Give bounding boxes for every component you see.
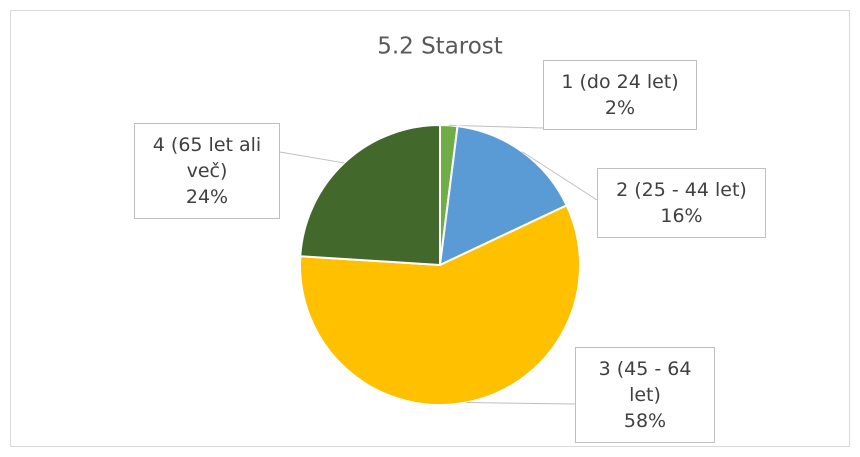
leader-line [522, 151, 598, 201]
pie-slice [299, 204, 581, 406]
pie-slice [438, 124, 569, 267]
value-label: 16% [660, 205, 703, 227]
leader-line [279, 151, 345, 164]
value-label: 2% [604, 97, 636, 119]
data-label: 1 (do 24 let) 2% [543, 60, 697, 130]
category-label: 3 (45 - 64 let) [598, 358, 692, 406]
chart-title: 5.2 Starost [377, 34, 503, 60]
value-label: 58% [623, 410, 667, 432]
category-label: 2 (25 - 44 let) [616, 179, 747, 201]
data-label: 3 (45 - 64 let) 58% [575, 347, 715, 443]
leader-line [466, 402, 576, 405]
leader-line [448, 124, 544, 129]
category-label: 4 (65 let ali več) [152, 134, 262, 182]
data-label: 4 (65 let ali več) 24% [134, 123, 280, 219]
category-label: 1 (do 24 let) [561, 71, 679, 93]
value-label: 24% [185, 186, 229, 208]
data-label: 2 (25 - 44 let) 16% [597, 168, 766, 238]
